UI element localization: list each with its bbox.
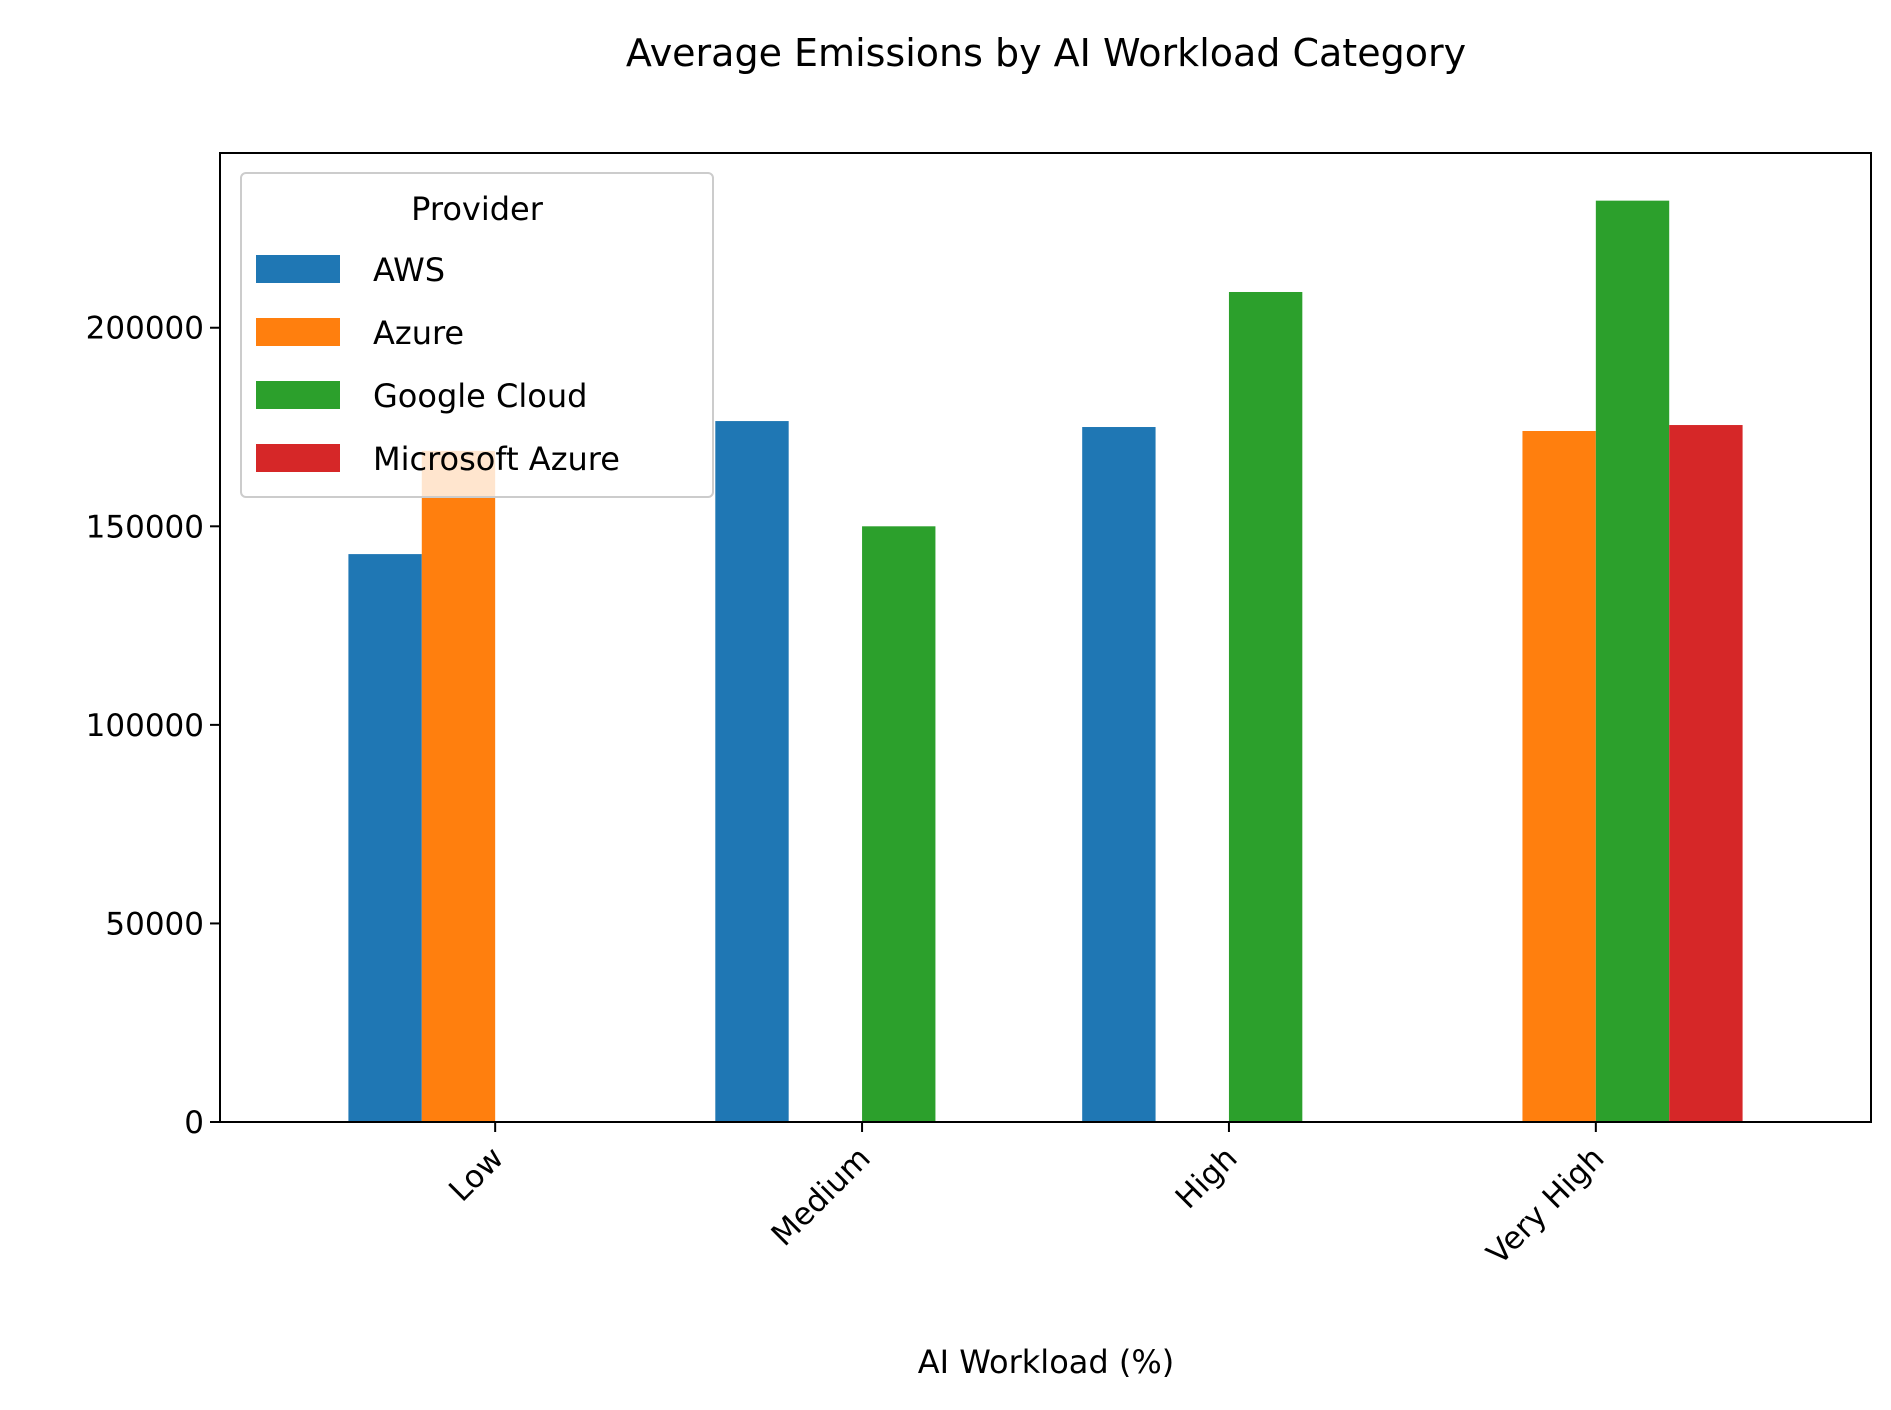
x-tick-label: Low [442,1140,511,1209]
bar-azure-low [421,450,496,1122]
x-axis-label: AI Workload (%) [918,1343,1174,1381]
bar-google-cloud-medium [862,526,936,1122]
y-tick-label: 150000 [86,509,204,545]
legend: Provider AWS Azure Google Cloud Microsoft Az… [240,172,714,498]
y-tick-label: 0 [184,1105,204,1141]
legend-swatch [256,381,340,409]
bar-aws-high [1082,427,1156,1122]
legend-box [240,172,714,498]
y-tick-label: 50000 [105,906,204,942]
bar-aws-medium [715,421,789,1122]
legend-swatch [256,444,340,472]
bar-microsoft-azure-very-high [1669,425,1743,1122]
legend-title: Provider [411,190,544,228]
bar-google-cloud-very-high [1595,200,1670,1122]
legend-swatch [256,255,340,283]
x-tick-label: High [1169,1140,1245,1216]
legend-label: Azure [373,314,464,352]
bar-azure-very-high [1522,430,1596,1122]
x-tick-label: Very High [1480,1140,1612,1272]
y-tick-label: 100000 [86,708,204,744]
chart-title: Average Emissions by AI Workload Categor… [626,31,1466,75]
bar-aws-low [348,554,422,1122]
legend-label: AWS [373,251,445,289]
bars-layer [348,200,1743,1122]
legend-label: Microsoft Azure [373,440,620,478]
plot-area-frame [219,152,1872,1123]
legend-swatch [256,318,340,346]
x-tick-label: Medium [765,1140,878,1253]
x-axis: Low Medium High Very High [442,1122,1611,1272]
bar-google-cloud-high [1228,291,1303,1122]
y-tick-label: 200000 [86,311,204,347]
legend-label: Google Cloud [373,377,587,415]
y-axis: 0 50000 100000 150000 200000 [86,311,220,1141]
